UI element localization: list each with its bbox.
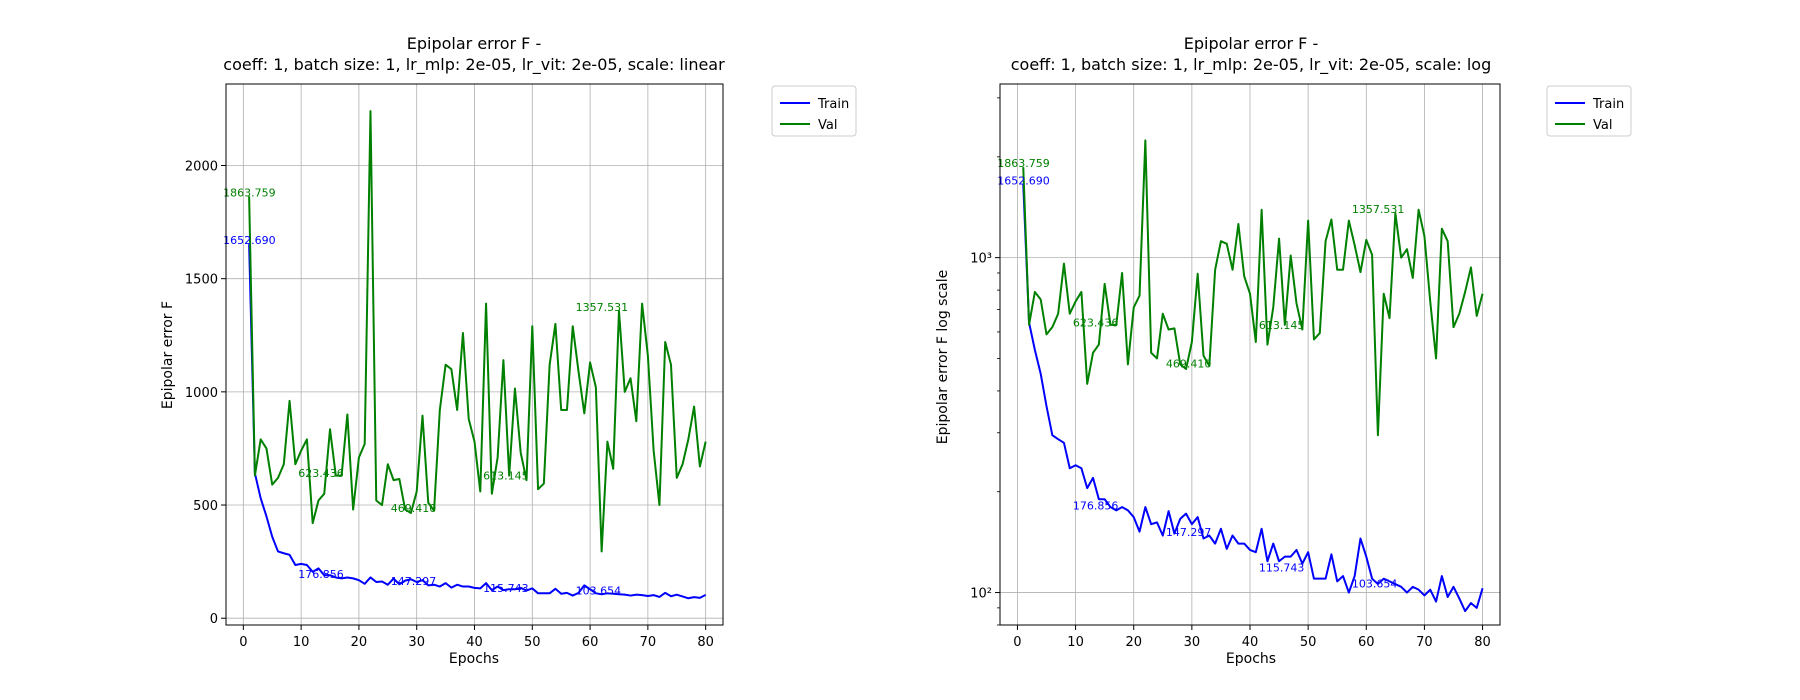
- data-label: 115.743: [1259, 561, 1305, 574]
- data-label: 1357.531: [576, 301, 629, 314]
- data-label: 613.145: [483, 469, 529, 482]
- chart-title-line2: coeff: 1, batch size: 1, lr_mlp: 2e-05, …: [223, 55, 725, 75]
- data-label: 147.297: [391, 575, 437, 588]
- x-tick-label: 40: [1242, 635, 1259, 650]
- x-tick-label: 70: [640, 635, 657, 650]
- y-tick-label: 10²: [970, 587, 992, 602]
- x-tick-label: 0: [1013, 635, 1021, 650]
- data-label: 1652.690: [997, 175, 1050, 188]
- data-label: 103.654: [576, 585, 622, 598]
- y-axis-label: Epipolar error F log scale: [935, 270, 951, 444]
- legend: Train Val: [1546, 85, 1632, 137]
- x-axis-label: Epochs: [449, 651, 499, 667]
- x-tick-label: 60: [582, 635, 599, 650]
- chart-title-line1: Epipolar error F -: [1184, 34, 1318, 53]
- x-tick-label: 10: [293, 635, 310, 650]
- series-line-val: [1022, 139, 1484, 437]
- data-label: 176.856: [298, 568, 344, 581]
- panel-log: Epipolar error F - coeff: 1, batch size:…: [935, 34, 1632, 667]
- x-tick-label: 20: [351, 635, 368, 650]
- x-tick-label: 30: [408, 635, 425, 650]
- data-label: 613.145: [1259, 319, 1305, 332]
- chart-title-line2: coeff: 1, batch size: 1, lr_mlp: 2e-05, …: [1011, 55, 1492, 75]
- x-tick-label: 40: [466, 635, 483, 650]
- series-line-train: [1022, 184, 1484, 613]
- panel-linear: Epipolar error F - coeff: 1, batch size:…: [160, 34, 857, 667]
- series-line-val: [248, 110, 707, 553]
- data-label: 176.856: [1073, 500, 1119, 513]
- y-tick-label: 2000: [185, 159, 218, 174]
- x-tick-label: 20: [1125, 635, 1142, 650]
- x-axis-ticks: 0 10 20 30 40 50 60 70 80: [1013, 625, 1491, 650]
- x-tick-label: 0: [239, 635, 247, 650]
- x-tick-label: 30: [1184, 635, 1201, 650]
- series-line-train: [248, 244, 707, 600]
- y-axis-label: Epipolar error F: [160, 301, 176, 409]
- y-tick-label: 1500: [185, 273, 218, 288]
- x-tick-label: 80: [1474, 635, 1491, 650]
- data-label: 469.410: [391, 502, 437, 515]
- data-label: 623.436: [298, 467, 344, 480]
- y-tick-label: 10³: [970, 252, 992, 267]
- plot-area: 1652.690 176.856 147.297 115.743 103.654 1863…: [223, 110, 707, 600]
- y-axis-ticks: 10² 10³: [970, 97, 1000, 626]
- legend-label-val: Val: [1593, 118, 1612, 133]
- grid: [226, 84, 723, 625]
- y-axis-ticks: 0 500 1000 1500 2000: [185, 159, 226, 627]
- y-tick-label: 0: [210, 612, 218, 627]
- data-label: 1863.759: [223, 186, 276, 199]
- data-label: 623.436: [1073, 316, 1119, 329]
- grid: [1000, 84, 1500, 625]
- x-tick-label: 50: [524, 635, 541, 650]
- y-tick-label: 500: [193, 499, 218, 514]
- data-label: 469.410: [1166, 358, 1212, 371]
- x-tick-label: 70: [1416, 635, 1433, 650]
- x-tick-label: 10: [1067, 635, 1084, 650]
- data-label: 147.297: [1166, 526, 1212, 539]
- data-label: 115.743: [483, 582, 529, 595]
- data-label: 103.654: [1352, 577, 1398, 590]
- legend-label-val: Val: [818, 118, 837, 133]
- plot-area: 1652.690 176.856 147.297 115.743 103.654 1863…: [997, 139, 1484, 613]
- x-axis-label: Epochs: [1226, 651, 1276, 667]
- x-axis-ticks: 0 10 20 30 40 50 60 70 80: [239, 625, 714, 650]
- legend: Train Val: [771, 85, 857, 137]
- data-label: 1357.531: [1352, 203, 1405, 216]
- legend-label-train: Train: [1592, 97, 1624, 112]
- data-label: 1863.759: [997, 157, 1050, 170]
- x-tick-label: 80: [697, 635, 714, 650]
- x-tick-label: 50: [1300, 635, 1317, 650]
- chart-title-line1: Epipolar error F -: [407, 34, 541, 53]
- x-tick-label: 60: [1358, 635, 1375, 650]
- legend-label-train: Train: [817, 97, 849, 112]
- y-tick-label: 1000: [185, 386, 218, 401]
- data-label: 1652.690: [223, 234, 276, 247]
